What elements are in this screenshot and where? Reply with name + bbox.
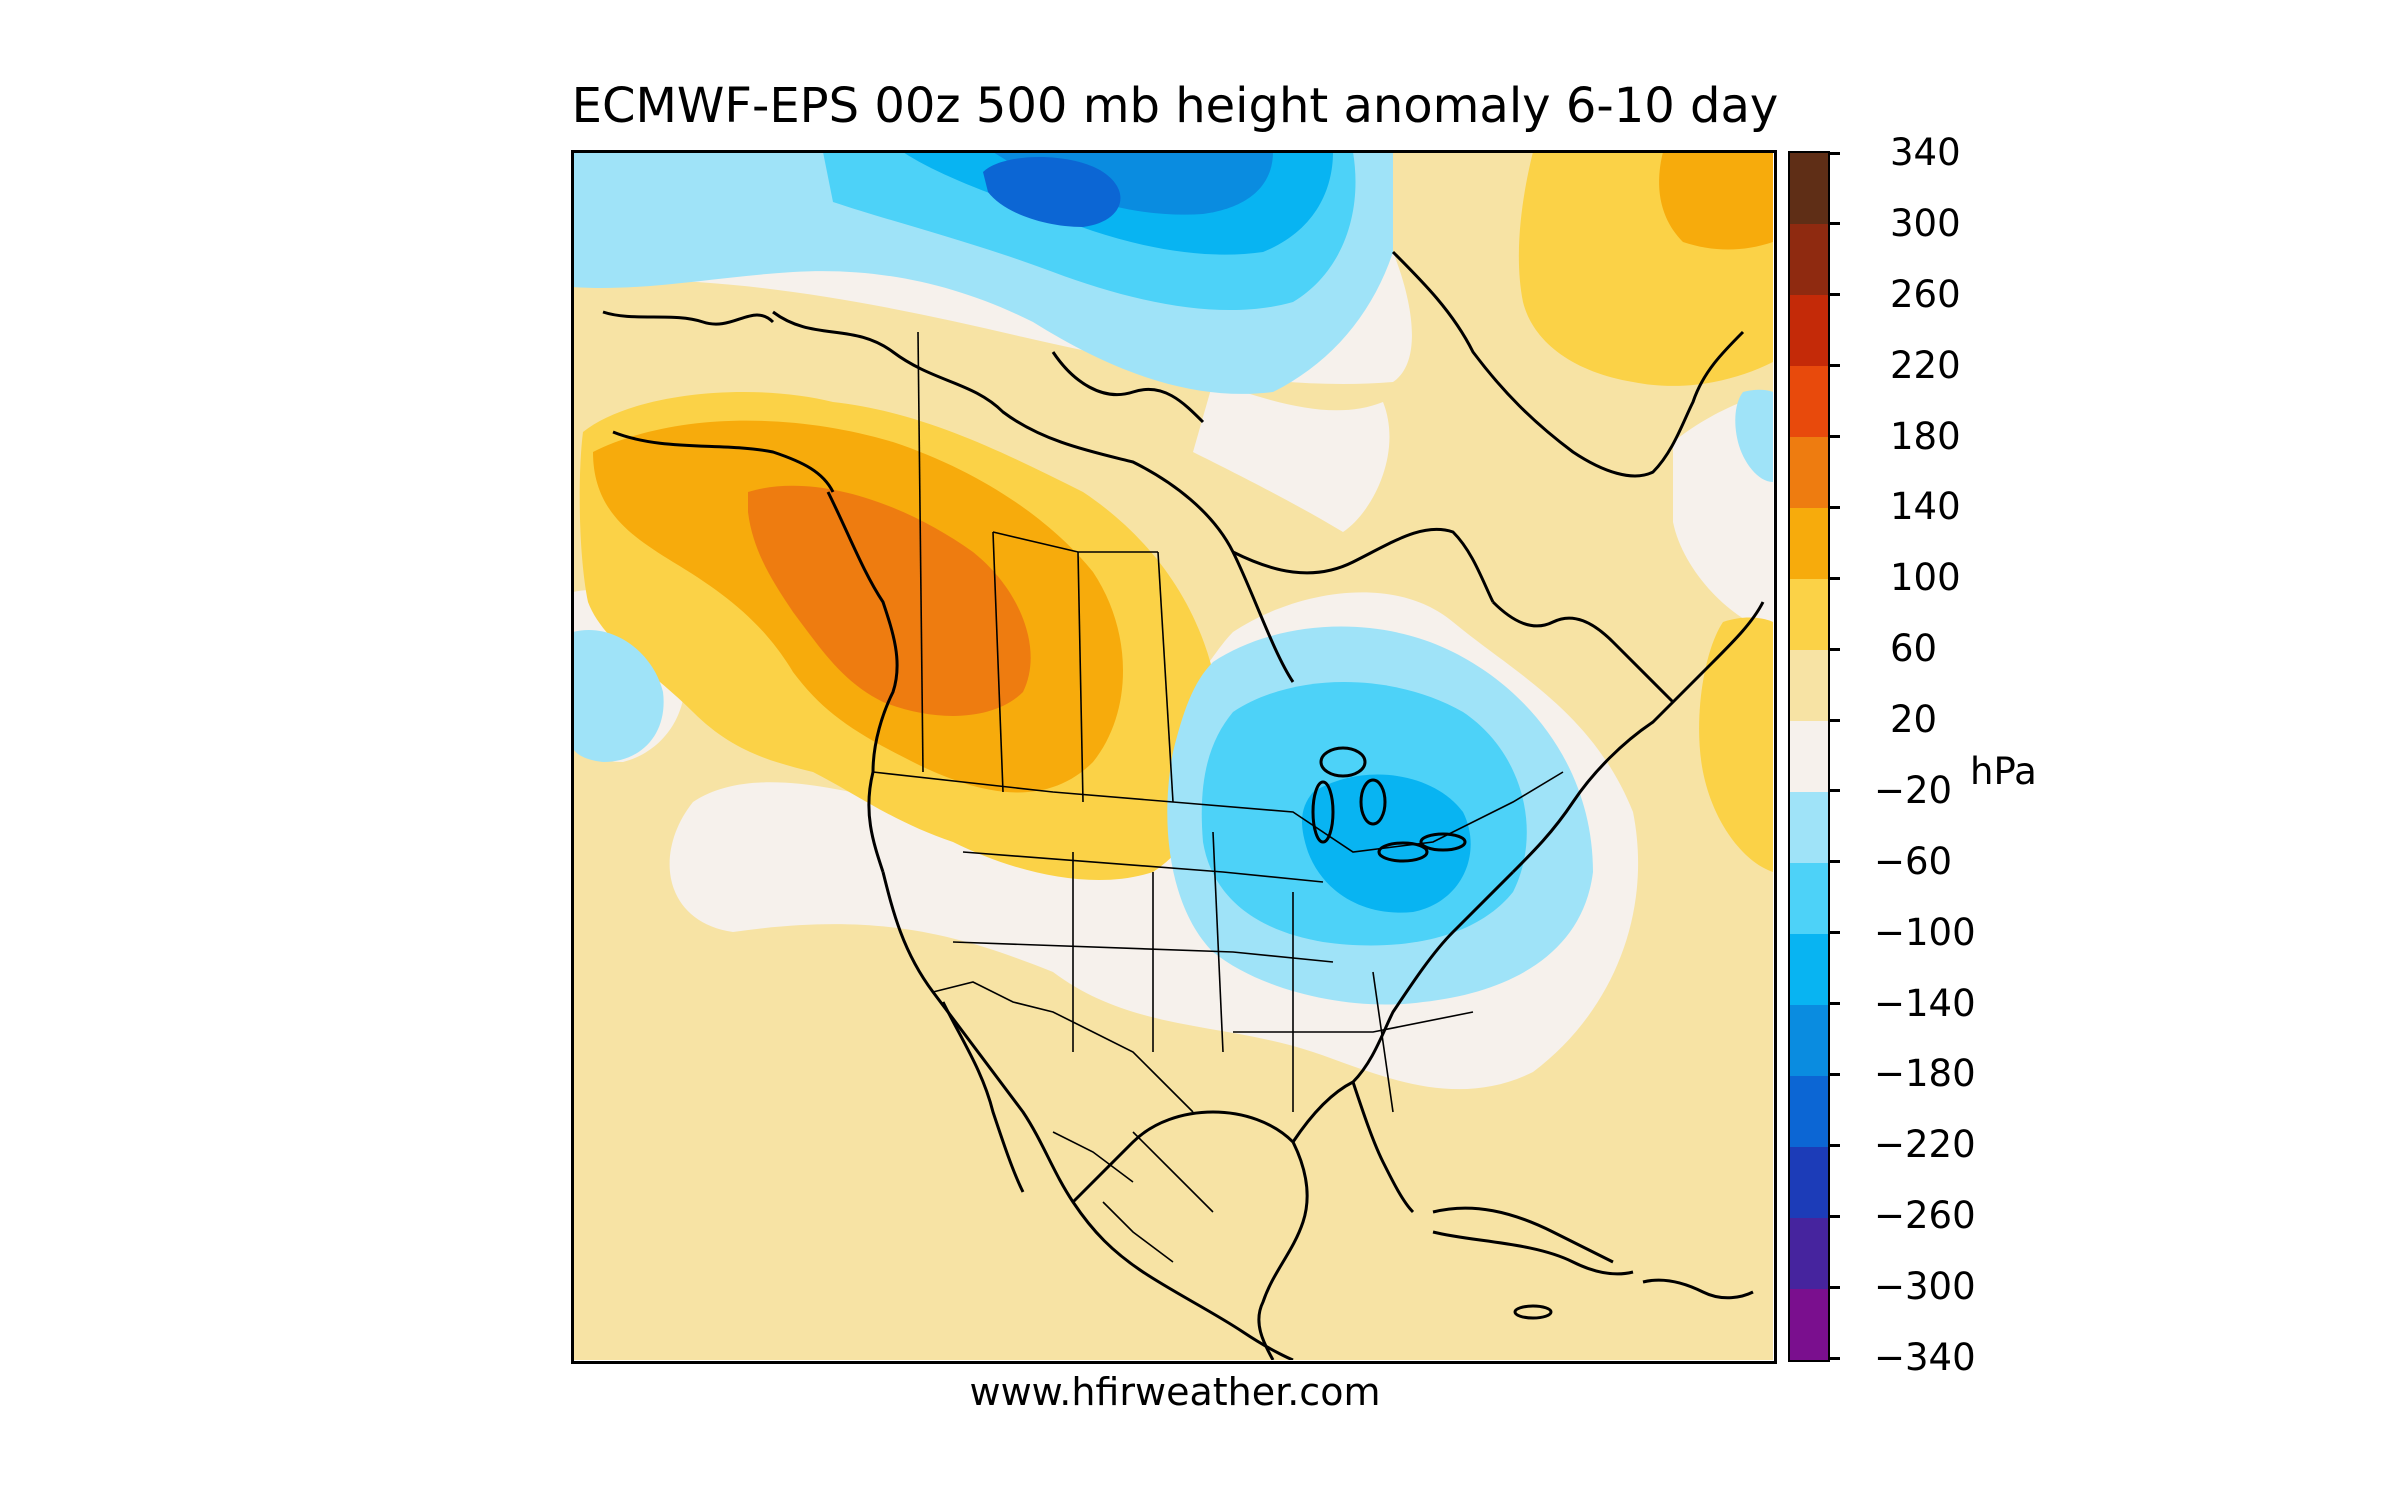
colorbar-tick-mark [1830, 293, 1840, 297]
anomaly-fill-100-140-greenland [1659, 152, 1773, 250]
colorbar-tick-mark [1830, 151, 1840, 155]
colorbar-tick-mark [1830, 647, 1840, 651]
colorbar-bin [1790, 437, 1828, 509]
colorbar-bin [1790, 792, 1828, 864]
colorbar-tick-mark [1830, 860, 1840, 864]
map-title: ECMWF-EPS 00z 500 mb height anomaly 6-10… [571, 78, 1779, 134]
colorbar-bin [1790, 1005, 1828, 1077]
anomaly-fill-neg20-neg60-labrador [1735, 389, 1773, 482]
colorbar-bin [1790, 1289, 1828, 1360]
colorbar-tick-label: −260 [1874, 1194, 1976, 1238]
colorbar-tick-label: 140 [1890, 485, 1961, 529]
anomaly-map [573, 152, 1773, 1360]
colorbar-tick-label: 100 [1890, 556, 1961, 600]
colorbar-bin [1790, 863, 1828, 935]
caribbean-islands [1432, 1230, 1754, 1320]
colorbar-tick-label: 340 [1890, 131, 1961, 174]
colorbar-bin [1790, 1076, 1828, 1148]
colorbar-tick-mark [1830, 1143, 1840, 1147]
colorbar-tick-label: −220 [1874, 1123, 1976, 1167]
colorbar-tick-label: −100 [1874, 910, 1976, 954]
colorbar-bin [1790, 366, 1828, 438]
colorbar-tick-label: −140 [1874, 981, 1976, 1025]
colorbar-bin [1790, 153, 1828, 225]
colorbar-bin [1790, 1147, 1828, 1219]
colorbar-tick-label: 180 [1890, 414, 1961, 458]
colorbar-tick-label: 220 [1890, 343, 1961, 387]
anomaly-fill-neg20-neg60-pacific [573, 630, 664, 762]
colorbar-tick-mark [1830, 789, 1840, 793]
colorbar-tick-label: 260 [1890, 272, 1961, 316]
anomaly-fill-60-100-atlantic [1699, 617, 1773, 872]
colorbar-bin [1790, 508, 1828, 580]
colorbar-tick-mark [1830, 1356, 1840, 1360]
colorbar-units-label: hPa [1970, 750, 2037, 793]
colorbar-tick-mark [1830, 505, 1840, 509]
colorbar-tick-mark [1830, 435, 1840, 439]
colorbar-bin [1790, 579, 1828, 651]
colorbar-tick-mark [1830, 1214, 1840, 1218]
colorbar-tick-mark [1830, 1285, 1840, 1289]
colorbar-tick-label: −60 [1874, 839, 1953, 883]
colorbar-bin [1790, 650, 1828, 722]
colorbar-tick-label: −180 [1874, 1052, 1976, 1096]
colorbar-bin [1790, 295, 1828, 367]
colorbar-tick-label: 300 [1890, 201, 1961, 245]
colorbar-tick-mark [1830, 718, 1840, 722]
coastlines [602, 250, 1765, 1360]
colorbar-tick-mark [1830, 222, 1840, 226]
political-boundaries [872, 331, 1564, 1263]
colorbar-tick-label: 20 [1890, 698, 1938, 742]
colorbar-tick-mark [1830, 364, 1840, 368]
colorbar-tick-mark [1830, 1072, 1840, 1076]
colorbar-bin [1790, 934, 1828, 1006]
colorbar-bin [1790, 1218, 1828, 1290]
anomaly-fill-neg180-neg220-arctic [983, 157, 1121, 227]
colorbar-tick-label: −20 [1874, 768, 1953, 812]
colorbar-tick-label: −300 [1874, 1265, 1976, 1309]
anomaly-fill-140-180-west [748, 485, 1031, 716]
colorbar [1788, 151, 1830, 1362]
colorbar-bin [1790, 224, 1828, 296]
anomaly-fill-neg100-neg140-east [1301, 774, 1471, 913]
credit-url: www.hfirweather.com [969, 1370, 1381, 1414]
colorbar-tick-mark [1830, 1002, 1840, 1006]
colorbar-tick-label: 60 [1890, 627, 1938, 671]
colorbar-tick-mark [1830, 576, 1840, 580]
great-lakes [1311, 746, 1467, 863]
colorbar-bin [1790, 721, 1828, 793]
colorbar-tick-mark [1830, 931, 1840, 935]
anomaly-fill-near-zero-hudson [1193, 382, 1390, 532]
colorbar-tick-label: −340 [1874, 1336, 1976, 1379]
